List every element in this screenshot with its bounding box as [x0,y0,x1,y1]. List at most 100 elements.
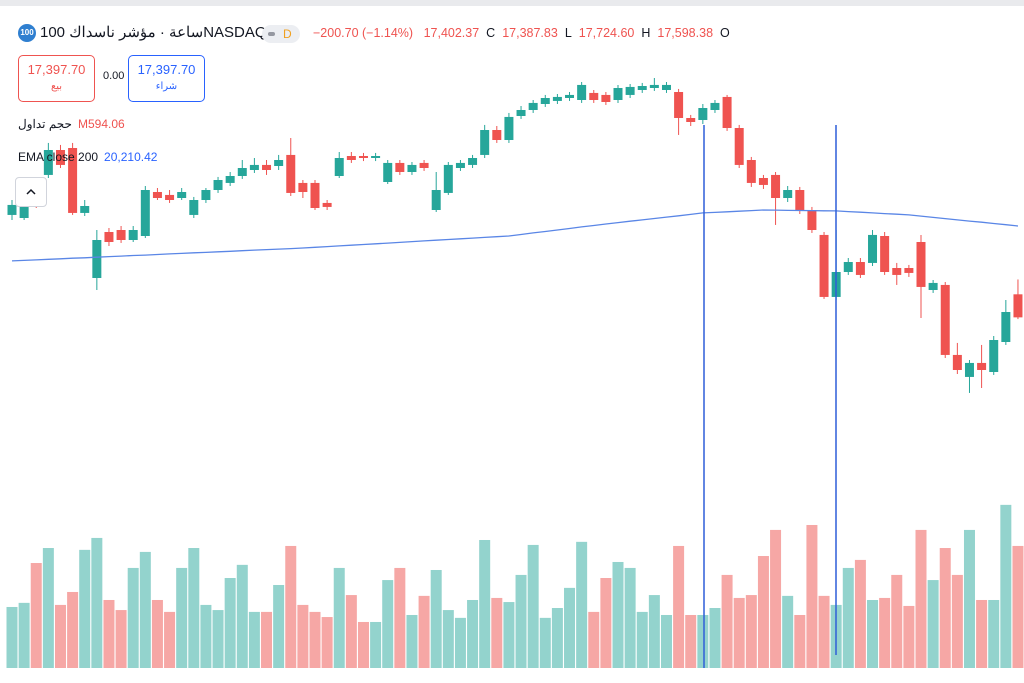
volume-bar [915,529,927,668]
volume-bar [224,578,236,668]
candle-body [7,204,17,215]
volume-bar [79,549,91,668]
volume-bar [321,617,333,668]
ohlc-letter: H [641,26,651,40]
ohlc-value: 17,598.38 [657,26,714,40]
volume-bar [963,529,975,668]
candle-body [128,230,138,240]
volume-bar [612,561,624,668]
candle-body [686,118,696,122]
volume-bar [127,567,139,668]
volume-bar [770,529,782,668]
volume-bar [115,610,127,668]
volume-bar [382,580,394,668]
candle-body [892,268,902,275]
candle-body [177,192,187,198]
volume-bar [357,621,369,668]
volume-bar [54,604,66,668]
volume-bar [273,584,285,668]
candle-body [722,96,732,128]
candle-body [795,190,805,210]
volume-bar [842,567,854,668]
volume-bar [976,599,988,668]
volume-bar [67,591,79,668]
volume-bar [939,548,951,668]
candle-body [771,174,781,198]
candle-body [904,268,914,273]
volume-bar [660,614,672,668]
volume-bar [515,574,527,668]
ohlc-legend: −200.70 (−1.14%) 17,402.37 C 17,387.83 L 17,… [313,26,737,40]
volume-label: حجم تداول [18,117,72,131]
candle-body [928,282,938,290]
buy-button[interactable]: 17,397.70 شراء [128,55,205,102]
volume-bar [418,595,430,668]
candle-body [286,154,296,193]
candle-body [358,156,368,158]
change-label: −200.70 (−1.14%) [313,26,414,40]
ohlc-item: 17,402.37 C [424,26,496,40]
volume-bar [212,610,224,668]
candle-body [443,164,453,193]
candle-body [661,84,671,90]
candle-body [577,84,587,100]
symbol-title: NASDAQ · 2ساعة · مؤشر ناسداك 100 [40,24,289,41]
candle-body [189,200,199,215]
candle-body [601,94,611,102]
volume-bar [1000,504,1012,668]
symbol-badge: 100 [18,24,36,42]
volume-bar [406,614,418,668]
interval-pill[interactable]: D [262,25,300,43]
candle-body [674,92,684,118]
ohlc-value: 17,387.83 [502,26,558,40]
candle-body [940,284,950,355]
volume-bar [91,537,103,668]
candle-body [880,236,890,272]
ema-value: 20,210.42 [104,150,158,164]
ohlc-item: 17,724.60 H [579,26,651,40]
candle-body [43,150,53,175]
ohlc-value: 17,402.37 [423,26,480,40]
sell-price: 17,397.70 [27,62,86,77]
volume-bar [879,597,891,668]
volume-value: M594.06 [77,117,125,131]
candle-body [977,362,987,370]
volume-bar [467,599,479,668]
candle-body [734,128,744,165]
volume-bar [588,611,600,668]
chevron-icon [26,188,36,195]
volume-bar [309,611,321,668]
candle-body [383,162,393,182]
candle-body [225,176,235,183]
volume-bar [685,614,697,668]
candle-body [504,116,514,140]
collapse-button[interactable] [15,177,47,207]
volume-bar [394,567,406,668]
volume-bar [854,559,866,668]
candle-body [201,190,211,200]
volume-bar [30,563,42,668]
volume-layer [6,504,1024,668]
ema-line [11,209,1019,262]
volume-bar [988,599,1000,668]
candle-body [480,130,490,155]
candle-body [431,190,441,210]
volume-bar [600,578,612,668]
sell-button[interactable]: 17,397.70 بيع [18,55,95,102]
candle-body [964,362,974,377]
candle-body [783,190,793,198]
volume-bar [721,574,733,668]
candle-body [419,162,429,168]
volume-bar [891,574,903,668]
volume-bar [576,541,588,668]
spread: 0.00 [103,70,125,82]
candle-body [165,194,175,200]
volume-bar [697,614,709,668]
volume-bar [636,611,648,668]
ohlc-value: 17,724.60 [578,26,635,40]
candle-body [916,242,926,287]
volume-bar [745,595,757,668]
volume-bar [648,595,660,668]
volume-bar [479,539,491,668]
